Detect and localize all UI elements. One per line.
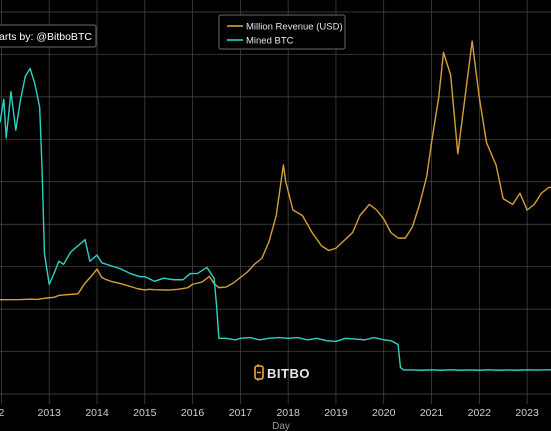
legend-box [218, 14, 346, 50]
credit-box [0, 24, 97, 48]
x-tick-labels: 2 2013 2014 2015 2016 2017 2018 2019 2020 2021 202… [0, 407, 539, 419]
legend: Million Revenue (USD) Mined BTC [218, 14, 346, 50]
series-lines [0, 40, 551, 371]
x-tick-label: 2015 [133, 407, 157, 419]
x-tick-label: 2013 [38, 407, 62, 419]
legend-label-mined: Mined BTC [246, 36, 294, 47]
x-tick-label: 2020 [372, 407, 396, 419]
legend-label-revenue: Million Revenue (USD) [246, 22, 343, 33]
watermark: BITBO [254, 364, 310, 381]
x-tick-label: 2 [0, 407, 5, 419]
x-tick-label: 2019 [324, 407, 348, 419]
x-tick-label: 2022 [468, 407, 492, 419]
x-tick-label: 2017 [229, 407, 253, 419]
x-tick-label: 2018 [276, 407, 300, 419]
series-line-revenue [0, 40, 551, 301]
credit-text: arts by: @BitboBTC [0, 31, 92, 43]
x-tick-label: 2023 [515, 407, 539, 419]
x-tick-label: 2016 [181, 407, 205, 419]
watermark-text: BITBO [267, 366, 310, 381]
x-tick-label: 2021 [420, 407, 444, 419]
x-tick-label: 2014 [85, 407, 109, 419]
credit-label: arts by: @BitboBTC [0, 24, 97, 48]
bitbo-logo-icon [254, 364, 264, 381]
x-axis-title: Day [272, 421, 290, 431]
series-line-mined [0, 67, 551, 371]
gridlines [0, 0, 551, 404]
